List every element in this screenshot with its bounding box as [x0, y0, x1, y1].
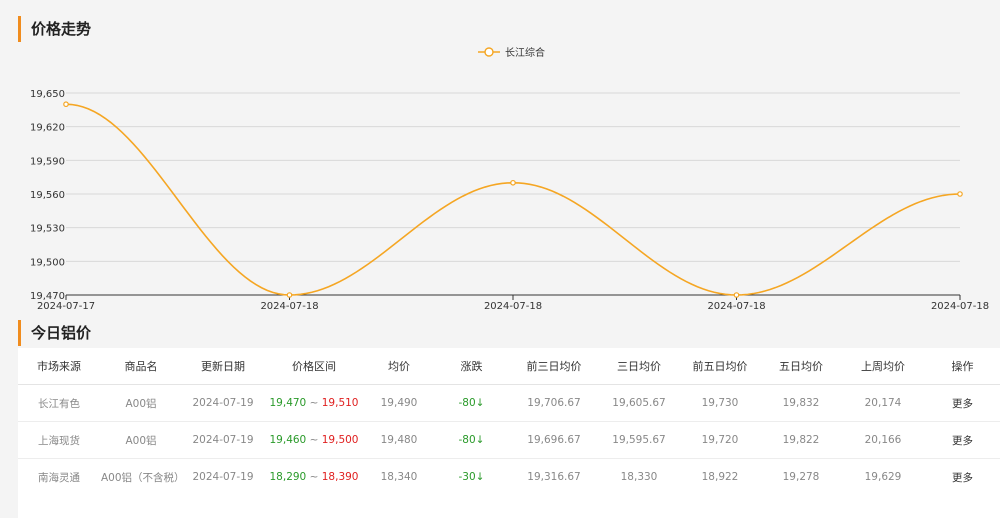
header-prev3: 前三日均价: [509, 348, 599, 385]
legend-label: 长江综合: [505, 46, 545, 59]
price-trend-chart: 长江综合 19,470 19,500 19,530 19,560 19,590 19,62…: [30, 46, 989, 312]
cell-market: 上海现货: [18, 421, 100, 459]
cell-avg5: 19,822: [761, 421, 841, 459]
y-tick-label: 19,620: [30, 123, 65, 134]
table-row: 上海现货 A00铝 2024-07-19 19,460 ~ 19,500 19,…: [18, 421, 1000, 459]
cell-product: A00铝（不含税）: [101, 471, 185, 484]
y-axis: 19,470 19,500 19,530 19,560 19,590 19,620 19,6…: [30, 89, 65, 302]
chart-legend[interactable]: 长江综合: [478, 46, 545, 59]
header-market: 市场来源: [18, 348, 100, 385]
cell-avg3: 18,330: [620, 471, 658, 483]
cell-avg5: 19,832: [761, 384, 841, 422]
y-tick-label: 19,650: [30, 89, 65, 100]
cell-prev3: 19,696.67: [509, 421, 599, 459]
cell-avg: 18,340: [380, 471, 418, 483]
cell-avg3: 19,605.67: [599, 384, 679, 422]
more-link[interactable]: 更多: [952, 471, 973, 484]
header-action: 操作: [925, 348, 1000, 385]
header-lastweek: 上周均价: [841, 348, 925, 385]
range-low: 19,470: [269, 397, 307, 409]
cell-date: 2024-07-19: [192, 471, 254, 483]
cell-prev5: 19,730: [679, 384, 761, 422]
header-prev5: 前五日均价: [679, 348, 761, 385]
y-tick-label: 19,590: [30, 156, 65, 167]
cell-prev5: 19,720: [679, 421, 761, 459]
x-axis: 2024-07-17 2024-07-18 2024-07-18 2024-07-18…: [37, 295, 989, 312]
cell-prev5: 18,922: [701, 471, 739, 483]
cell-product: A00铝: [100, 384, 182, 422]
cell-avg: 19,490: [364, 384, 434, 422]
data-point: [63, 101, 69, 108]
x-tick-label: 2024-07-18: [484, 301, 542, 312]
range-sep: ~: [309, 471, 319, 483]
cell-lastweek: 20,166: [841, 421, 925, 459]
data-point: [733, 292, 740, 298]
range-sep: ~: [309, 397, 319, 409]
x-tick-label: 2024-07-18: [931, 301, 989, 312]
cell-range: 19,470 ~ 19,510: [264, 384, 364, 422]
more-link[interactable]: 更多: [925, 384, 1000, 422]
cell-change: -80↓: [434, 421, 509, 459]
series-changjiang: [63, 101, 963, 298]
cell-product: A00铝: [100, 421, 182, 459]
table-row: 南海灵通 A00铝（不含税） 2024-07-19 18,290 ~ 18,39…: [18, 459, 1000, 496]
cell-avg3: 19,595.67: [599, 421, 679, 459]
header-avg: 均价: [364, 348, 434, 385]
cell-prev3: 19,316.67: [527, 471, 581, 483]
chart-grid: [66, 92, 960, 296]
x-tick-label: 2024-07-18: [707, 301, 765, 312]
header-change: 涨跌: [434, 348, 509, 385]
cell-prev3: 19,706.67: [509, 384, 599, 422]
data-point: [286, 292, 293, 298]
header-product: 商品名: [100, 348, 182, 385]
table-row: 长江有色 A00铝 2024-07-19 19,470 ~ 19,510 19,…: [18, 384, 1000, 422]
header-avg5: 五日均价: [761, 348, 841, 385]
header-range: 价格区间: [264, 348, 364, 385]
cell-range: 18,290 ~ 18,390: [264, 459, 364, 496]
cell-avg: 19,480: [364, 421, 434, 459]
cell-date: 2024-07-19: [182, 421, 264, 459]
cell-date: 2024-07-19: [182, 384, 264, 422]
today-aluminum-title: 今日铝价: [18, 320, 91, 346]
more-link[interactable]: 更多: [925, 421, 1000, 459]
cell-lastweek: 19,629: [864, 471, 902, 483]
x-tick-label: 2024-07-18: [260, 301, 318, 312]
header-avg3: 三日均价: [599, 348, 679, 385]
y-tick-label: 19,560: [30, 190, 65, 201]
y-tick-label: 19,470: [30, 291, 65, 302]
price-trend-title: 价格走势: [18, 16, 91, 42]
cell-avg5: 19,278: [782, 471, 820, 483]
cell-range: 19,460 ~ 19,500: [264, 421, 364, 459]
data-point: [510, 179, 516, 186]
range-low: 19,460: [269, 434, 307, 446]
price-table: 市场来源 商品名 更新日期 价格区间 均价 涨跌 前三日均价 三日均价 前五日均…: [18, 348, 1000, 518]
cell-market: 长江有色: [18, 384, 100, 422]
cell-lastweek: 20,174: [841, 384, 925, 422]
data-point: [957, 191, 963, 197]
range-sep: ~: [309, 434, 319, 446]
range-high: 18,390: [321, 471, 359, 483]
cell-market: 南海灵通: [38, 471, 80, 484]
range-high: 19,500: [321, 434, 359, 446]
range-low: 18,290: [269, 471, 307, 483]
y-tick-label: 19,530: [30, 224, 65, 235]
series-line: [65, 103, 961, 296]
range-high: 19,510: [321, 397, 359, 409]
y-tick-label: 19,500: [30, 257, 65, 268]
x-tick-label: 2024-07-17: [37, 301, 95, 312]
cell-change: -30↓: [458, 471, 485, 483]
table-header-row: 市场来源 商品名 更新日期 价格区间 均价 涨跌 前三日均价 三日均价 前五日均…: [18, 348, 1000, 385]
legend-swatch-dot: [484, 47, 494, 57]
header-date: 更新日期: [182, 348, 264, 385]
cell-change: -80↓: [434, 384, 509, 422]
